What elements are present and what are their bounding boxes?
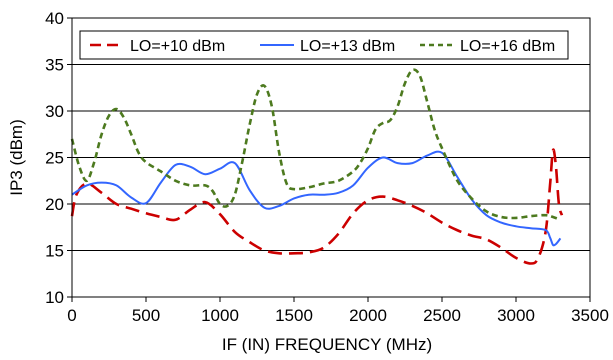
x-tick-label: 1000 (201, 306, 239, 325)
y-tick-label: 35 (45, 56, 64, 75)
x-tick-label: 1500 (275, 306, 313, 325)
x-tick-label: 0 (67, 306, 76, 325)
y-axis-ticks: 10 15 20 25 30 35 40 (45, 9, 72, 307)
x-axis-ticks: 0 500 1000 1500 2000 2500 3000 3500 (67, 297, 609, 325)
series-lines (70, 68, 564, 265)
y-tick-label: 10 (45, 288, 64, 307)
legend-label-1: LO=+10 dBm (130, 38, 225, 55)
legend-box (79, 30, 569, 60)
y-tick-label: 20 (45, 195, 64, 214)
gridlines (72, 64, 590, 251)
y-tick-label: 40 (45, 9, 64, 28)
y-tick-label: 15 (45, 242, 64, 261)
series-line-2 (71, 150, 562, 247)
x-axis-label: IF (IN) FREQUENCY (MHz) (222, 335, 432, 354)
x-tick-label: 2500 (423, 306, 461, 325)
legend-label-2: LO=+13 dBm (300, 38, 395, 55)
y-axis-label: IP3 (dBm) (7, 119, 26, 196)
legend: LO=+10 dBm LO=+13 dBm LO=+16 dBm (79, 30, 569, 60)
x-tick-label: 2000 (349, 306, 387, 325)
y-tick-label: 25 (45, 149, 64, 168)
series-line-1 (70, 148, 564, 265)
legend-label-3: LO=+16 dBm (460, 38, 555, 55)
x-tick-label: 3500 (571, 306, 609, 325)
series-line-3 (70, 68, 561, 222)
x-tick-label: 3000 (497, 306, 535, 325)
x-tick-label: 500 (132, 306, 160, 325)
y-tick-label: 30 (45, 102, 64, 121)
